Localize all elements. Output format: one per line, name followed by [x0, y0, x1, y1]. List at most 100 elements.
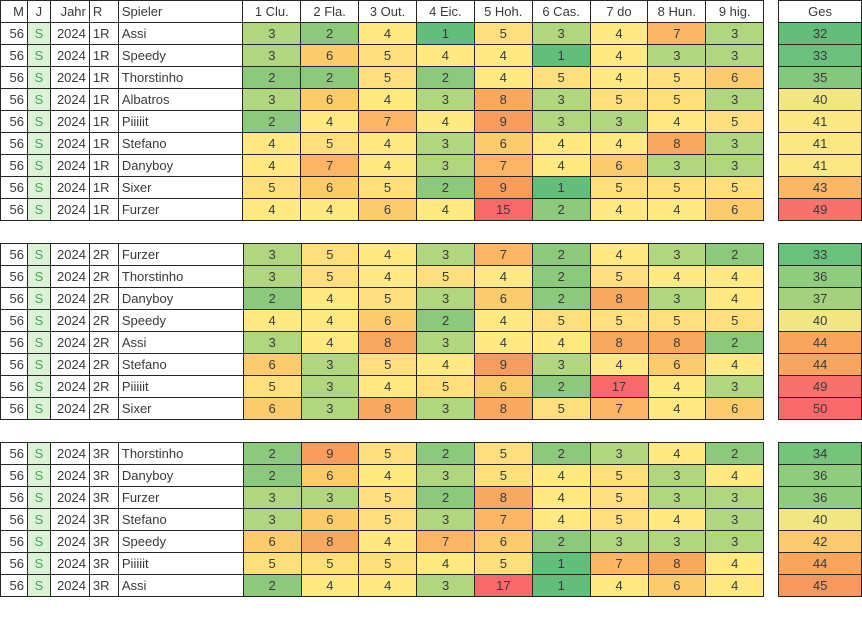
hole-score-cell[interactable]: 3 [705, 154, 765, 177]
hole-score-cell[interactable]: 5 [358, 486, 418, 509]
match-number-cell[interactable]: 56 [0, 243, 28, 266]
hole-score-cell[interactable]: 2 [705, 331, 765, 354]
hole-score-cell[interactable]: 4 [358, 265, 418, 288]
hole-score-cell[interactable]: 3 [647, 154, 707, 177]
hole-score-cell[interactable]: 4 [705, 574, 765, 597]
hole-score-cell[interactable]: 5 [473, 442, 533, 465]
hole-score-cell[interactable]: 8 [647, 552, 707, 575]
hole-score-cell[interactable]: 3 [647, 530, 707, 553]
hole-score-cell[interactable]: 5 [473, 22, 533, 45]
col-header-spieler[interactable]: Spieler [117, 0, 244, 23]
match-number-cell[interactable]: 56 [0, 287, 28, 310]
hole-score-cell[interactable]: 9 [300, 442, 360, 465]
player-name-cell[interactable]: Danyboy [117, 154, 244, 177]
hole-score-cell[interactable]: 4 [358, 132, 417, 155]
hole-score-cell[interactable]: 8 [647, 331, 707, 354]
hole-score-cell[interactable]: 8 [358, 397, 418, 420]
hole-score-cell[interactable]: 6 [589, 154, 649, 177]
hole-score-cell[interactable]: 4 [531, 132, 591, 155]
hole-score-cell[interactable]: 4 [358, 88, 417, 111]
player-name-cell[interactable]: Thorstinho [117, 265, 244, 288]
hole-score-cell[interactable]: 3 [415, 154, 475, 177]
hole-score-cell[interactable]: 4 [416, 353, 475, 376]
hole-score-cell[interactable]: 3 [647, 243, 707, 266]
hole-score-cell[interactable]: 5 [300, 132, 360, 155]
match-number-cell[interactable]: 56 [0, 44, 28, 67]
round-cell[interactable]: 2R [88, 309, 119, 332]
col-header-hole-6[interactable]: 6 Cas. [531, 0, 591, 23]
total-score-cell[interactable]: 41 [778, 154, 862, 177]
hole-score-cell[interactable]: 5 [300, 552, 360, 575]
hole-score-cell[interactable]: 3 [705, 508, 765, 531]
hole-score-cell[interactable]: 7 [473, 508, 533, 531]
year-cell[interactable]: 2024 [49, 486, 90, 509]
match-number-cell[interactable]: 56 [0, 154, 28, 177]
round-cell[interactable]: 2R [88, 265, 119, 288]
hole-score-cell[interactable]: 7 [589, 397, 649, 420]
season-cell[interactable]: S [26, 530, 51, 553]
match-number-cell[interactable]: 56 [0, 132, 28, 155]
hole-score-cell[interactable]: 5 [531, 397, 591, 420]
year-cell[interactable]: 2024 [49, 22, 90, 45]
hole-score-cell[interactable]: 7 [358, 110, 417, 133]
hole-score-cell[interactable]: 15 [473, 198, 533, 221]
round-cell[interactable]: 2R [88, 331, 119, 354]
match-number-cell[interactable]: 56 [0, 309, 28, 332]
hole-score-cell[interactable]: 7 [416, 530, 475, 553]
total-score-cell[interactable]: 32 [778, 22, 862, 45]
hole-score-cell[interactable]: 6 [705, 66, 765, 89]
hole-score-cell[interactable]: 6 [705, 397, 765, 420]
round-cell[interactable]: 2R [88, 243, 119, 266]
round-cell[interactable]: 3R [88, 442, 119, 465]
match-number-cell[interactable]: 56 [0, 66, 28, 89]
hole-score-cell[interactable]: 2 [415, 176, 475, 199]
hole-score-cell[interactable]: 3 [242, 88, 302, 111]
hole-score-cell[interactable]: 5 [358, 353, 418, 376]
hole-score-cell[interactable]: 6 [242, 397, 302, 420]
col-header-jahr[interactable]: Jahr [49, 0, 90, 23]
hole-score-cell[interactable]: 8 [473, 486, 533, 509]
hole-score-cell[interactable]: 5 [416, 265, 475, 288]
player-name-cell[interactable]: Albatros [117, 88, 244, 111]
hole-score-cell[interactable]: 6 [358, 309, 418, 332]
round-cell[interactable]: 1R [88, 66, 119, 89]
match-number-cell[interactable]: 56 [0, 198, 28, 221]
player-name-cell[interactable]: Speedy [117, 309, 244, 332]
match-number-cell[interactable]: 56 [0, 486, 28, 509]
hole-score-cell[interactable]: 6 [300, 464, 360, 487]
hole-score-cell[interactable]: 5 [473, 464, 533, 487]
hole-score-cell[interactable]: 5 [589, 508, 649, 531]
hole-score-cell[interactable]: 5 [300, 265, 360, 288]
hole-score-cell[interactable]: 8 [473, 397, 533, 420]
hole-score-cell[interactable]: 6 [300, 176, 360, 199]
match-number-cell[interactable]: 56 [0, 265, 28, 288]
player-name-cell[interactable]: Assi [117, 574, 244, 597]
hole-score-cell[interactable]: 6 [473, 530, 533, 553]
hole-score-cell[interactable]: 7 [300, 154, 360, 177]
hole-score-cell[interactable]: 2 [416, 486, 475, 509]
player-name-cell[interactable]: Assi [117, 331, 244, 354]
round-cell[interactable]: 1R [88, 132, 119, 155]
year-cell[interactable]: 2024 [49, 132, 90, 155]
col-header-hole-4[interactable]: 4 Eic. [415, 0, 475, 23]
round-cell[interactable]: 1R [88, 154, 119, 177]
hole-score-cell[interactable]: 9 [473, 353, 533, 376]
player-name-cell[interactable]: Furzer [117, 243, 244, 266]
hole-score-cell[interactable]: 3 [416, 331, 475, 354]
hole-score-cell[interactable]: 2 [242, 110, 302, 133]
season-cell[interactable]: S [26, 66, 51, 89]
hole-score-cell[interactable]: 6 [300, 44, 360, 67]
total-score-cell[interactable]: 33 [778, 44, 862, 67]
hole-score-cell[interactable]: 4 [415, 198, 475, 221]
hole-score-cell[interactable]: 5 [647, 88, 707, 111]
hole-score-cell[interactable]: 8 [473, 88, 533, 111]
match-number-cell[interactable]: 56 [0, 110, 28, 133]
total-score-cell[interactable]: 40 [778, 508, 862, 531]
total-score-cell[interactable]: 44 [778, 353, 862, 376]
player-name-cell[interactable]: Piiiiit [117, 552, 244, 575]
hole-score-cell[interactable]: 4 [647, 110, 707, 133]
total-score-cell[interactable]: 35 [778, 66, 862, 89]
hole-score-cell[interactable]: 4 [589, 198, 649, 221]
hole-score-cell[interactable]: 3 [531, 110, 591, 133]
match-number-cell[interactable]: 56 [0, 22, 28, 45]
